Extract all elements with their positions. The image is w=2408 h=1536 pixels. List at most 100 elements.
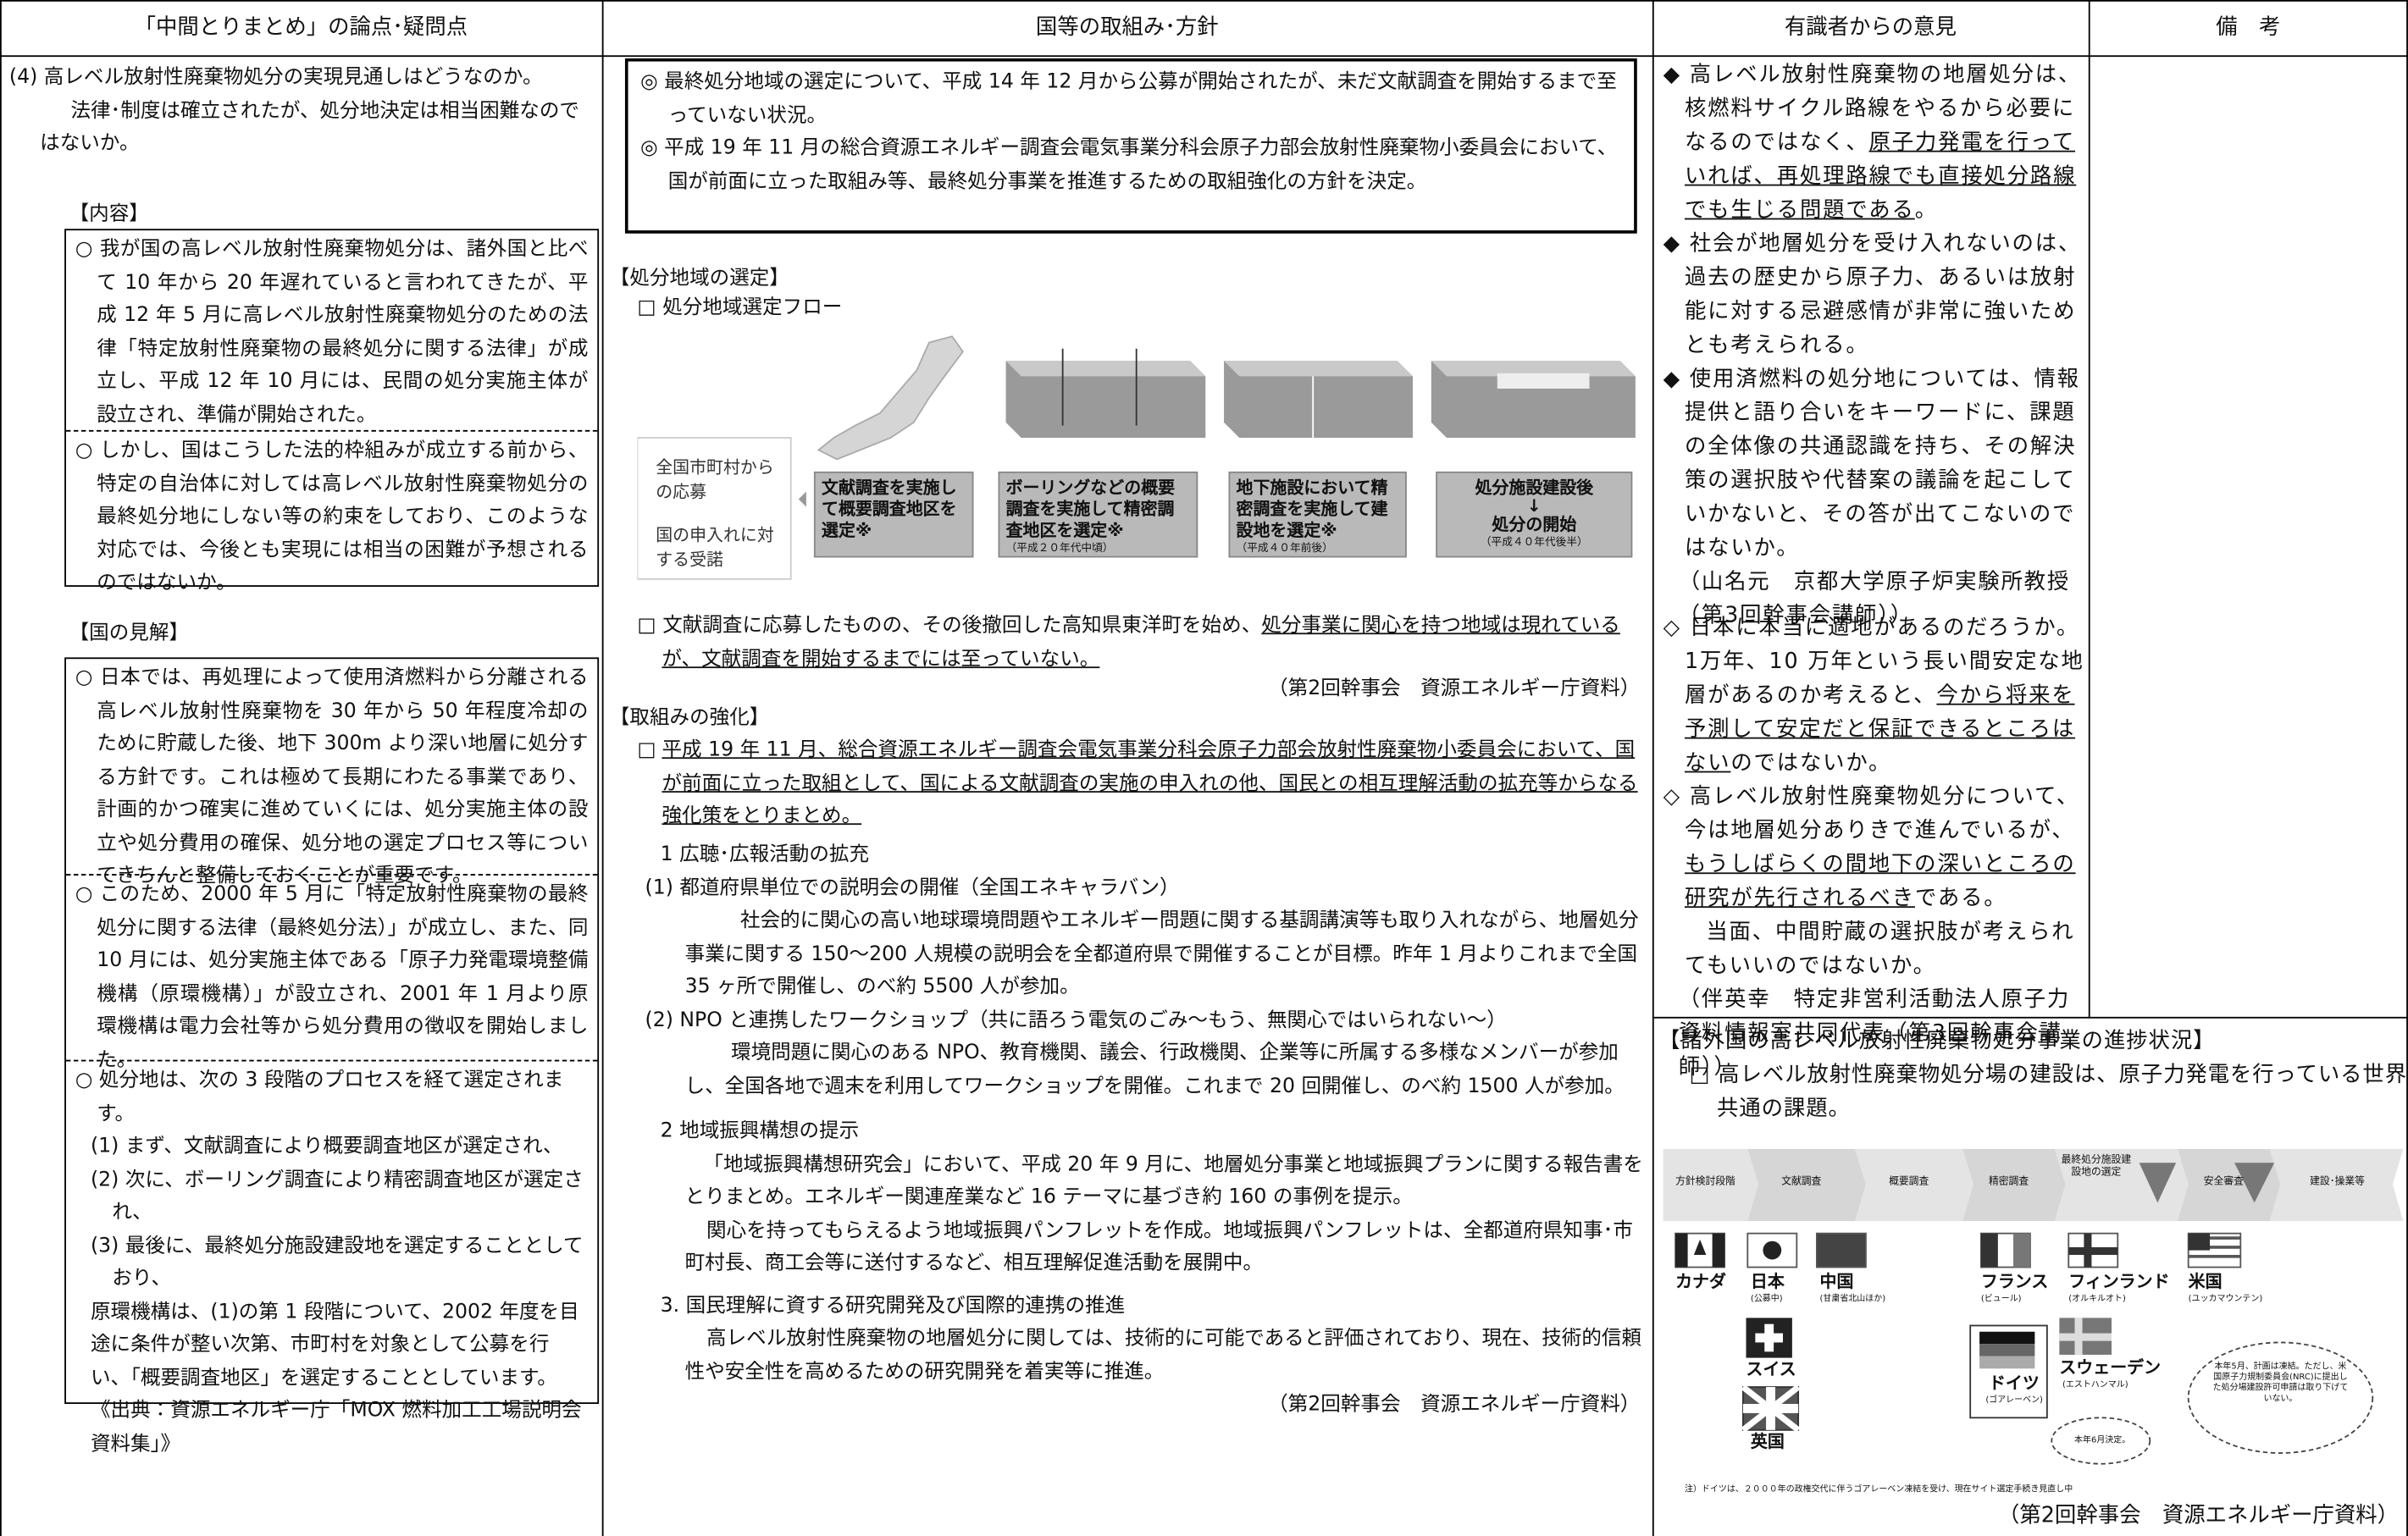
stage-label: 安全審査: [2203, 1174, 2244, 1188]
country-note: (公募中): [1750, 1295, 1783, 1305]
source: （第2回幹事会 資源エネルギー庁資料）: [1268, 1393, 1641, 1417]
flow-arrow: [798, 491, 806, 507]
flag-switzerland: [1746, 1318, 1792, 1358]
entry-frame: [637, 437, 792, 580]
border: [0, 0, 2408, 2]
country-name: フランス: [1980, 1271, 2049, 1292]
section-heading: 【国の見解】: [69, 622, 190, 645]
terrain-top: [1224, 361, 1414, 377]
item-text: 環境問題に関心のある NPO、教育機関、議会、行政機関、企業等に所属する多様なメ…: [684, 1041, 1625, 1098]
opinion: ◆ 社会が地層処分を受け入れないのは、過去の歴史から原子力、あるいは放射能に対す…: [1663, 227, 2086, 362]
section-title: 1 広聴･広報活動の拡充: [660, 843, 870, 867]
column-divider: [2088, 0, 2090, 1019]
process: ○ 処分地は、次の 3 段階のプロセスを経て選定されます。 (1) まず、文献調…: [65, 1059, 598, 1461]
stage-band: [1747, 1148, 1866, 1222]
opinion-text: である。: [1914, 886, 2007, 911]
flow-diagram: 全国市町村からの応募 国の申入れに対する受諾 文献調査を実施して概要調査地区を選…: [637, 330, 1636, 583]
stage-label: 精密調査: [1988, 1174, 2029, 1188]
flow-step-label: 処分の開始: [1492, 514, 1577, 535]
item-title: (1) 都道府県単位での説明会の開催（全国エネキャラバン）: [645, 876, 1180, 900]
flow-step-period: （平成２０年代中頃）: [1005, 542, 1114, 555]
country-note: (ゴアレーベン): [1985, 1395, 2043, 1406]
terrain: [1005, 361, 1206, 438]
flow-step-label: 地下施設において精密調査を実施して建設地を選定※: [1236, 478, 1388, 541]
issue-detail: 法律･制度は確立されたが、処分地決定は相当困難なのではないか。: [40, 99, 579, 156]
opinion-underlined: 今から将来を予測して安定だと保証できるところはない: [1684, 683, 2076, 776]
process-step: (1) まず、文献調査により概要調査地区が選定され、: [90, 1135, 563, 1158]
summary-item: ◎ 平成 19 年 11 月の総合資源エネルギー調査会電気事業分科会原子力部会放…: [640, 136, 1618, 193]
stage-label: 概要調査: [1889, 1174, 1929, 1188]
border: [2406, 0, 2408, 1536]
section-title: 2 地域振興構想の提示: [660, 1119, 860, 1143]
country-note: (オルキルオト): [2068, 1295, 2126, 1305]
issue: (4) 高レベル放射性廃棄物処分の実現見通しはどうなのか。 法律･制度は確立され…: [9, 62, 596, 161]
flow-step-period: （平成４０年前後）: [1236, 542, 1333, 555]
country-name: スイス: [1746, 1359, 1796, 1379]
country-name: 米国: [2188, 1271, 2223, 1292]
flow-step-label: 文献調査を実施して概要調査地区を選定※: [822, 478, 957, 541]
process-source: 《出典：資源エネルギー庁「MOX 燃料加工工場説明会資料集」》: [90, 1399, 582, 1456]
flag-finland: [2068, 1232, 2119, 1268]
status: □ 文献調査に応募したものの、その後撤回した高知県東洋町を始め、処分事業に関心を…: [637, 610, 1643, 676]
flow-step: 地下施設において精密調査を実施して建設地を選定※ （平成４０年前後）: [1228, 471, 1407, 558]
section-heading: 【取組みの強化】: [609, 706, 770, 730]
country-note: (ビュール): [1980, 1295, 2022, 1305]
stage-band: [2269, 1148, 2404, 1222]
summary-box: ◎ 最終処分地域の選定について、平成 14 年 12 月から公募が開始されたが、…: [624, 58, 1637, 234]
header-cell: 備 考: [2216, 15, 2281, 41]
opinions-yamana: ◆ 高レベル放射性廃棄物の地層処分は、核燃料サイクル路線をやるから必要になるので…: [1663, 58, 2086, 633]
process-step: (3) 最後に、最終処分施設建設地を選定することとしており、: [90, 1234, 584, 1290]
flag-china: [1815, 1232, 1867, 1268]
opinion-underlined: 原子力発電を行っていれば、再処理路線でも直接処分路線でも生じる問題である: [1684, 130, 2077, 224]
opinion-underlined: もうしばらくの間地下の深いところの研究が先行されるべき: [1684, 852, 2076, 911]
flow-step-arrow: ↓: [1526, 495, 1542, 517]
opinion: ◆ 使用済燃料の処分地については、情報提供と語り合いをキーワードに、課題の全体像…: [1663, 362, 2086, 565]
process-note: 原環機構は、(1)の第 1 段階について、2002 年度を目途に条件が整い次第、…: [90, 1300, 579, 1390]
country-name: ドイツ: [1988, 1373, 2040, 1394]
view-item: ○ 日本では、再処理によって使用済燃料から分離される高レベル放射性廃棄物を 30…: [75, 666, 589, 888]
section-paragraph: 関心を持ってもらえるよう地域振興パンフレットを作成。地域振興パンフレットは、全都…: [684, 1218, 1633, 1275]
section-title: 3. 国民理解に資する研究開発及び国際的連携の推進: [660, 1294, 1126, 1318]
column-divider: [1652, 0, 1654, 1536]
row-divider: [1652, 1016, 2408, 1019]
opinion-source: （山名元 京都大学原子炉実験所教授（第3回幹事会講師））: [1678, 569, 2071, 628]
flag-usa: [2187, 1232, 2242, 1268]
stage-label: 建設･操業等: [2310, 1174, 2365, 1188]
bubble: [2187, 1341, 2374, 1454]
item-title: (2) NPO と連携したワークショップ（共に語ろう電気のごみ～もう、無関心では…: [645, 1008, 1507, 1032]
flag-uk: [1741, 1384, 1801, 1433]
stage-marker: [2139, 1163, 2177, 1203]
view-box: ○ 日本では、再処理によって使用済燃料から分離される高レベル放射性廃棄物を 30…: [64, 657, 600, 1456]
view-item: ○ このため、2000 年 5 月に「特定放射性廃棄物の最終処分に関する法律（最…: [65, 874, 598, 1071]
opinion: ◇ 日本に本当に適地があるのだろうか。1万年、10 万年という長い間安定な地層が…: [1663, 611, 2086, 781]
source: （第2回幹事会 資源エネルギー庁資料）: [1268, 677, 1641, 701]
stage-label: 方針検討段階: [1675, 1174, 1735, 1188]
opinion-text: ◆ 高レベル放射性廃棄物の地層処分は、核燃料サイクル路線をやるから必要になるので…: [1663, 63, 2082, 156]
status-underlined: 処分事業に関心を持つ地域は現れているが、文献調査を開始するまでには至っていない。: [662, 614, 1620, 671]
process-step: (2) 次に、ボーリング調査により精密調査地区が選定され、: [90, 1168, 584, 1224]
stage-label: 文献調査: [1781, 1174, 1822, 1188]
opinion-text: ◆ 使用済燃料の処分地については、情報提供と語り合いをキーワードに、課題の全体像…: [1663, 367, 2080, 561]
terrain: [1224, 361, 1414, 438]
status-text: □ 文献調査に応募したものの、その後撤回した高知県東洋町を始め、: [637, 614, 1262, 638]
country-name: フィンランド: [2068, 1271, 2170, 1292]
stage-band: [1663, 1148, 1758, 1222]
country-note: (甘粛省北山ほか): [1819, 1295, 1886, 1305]
flow-title: □ 処分地域選定フロー: [637, 296, 843, 320]
stage-label: 最終処分施設建設地の選定: [2061, 1153, 2132, 1179]
opinion-text: のではないか。: [1730, 751, 1892, 776]
flow-step-period: （平成４０年代後半）: [1480, 536, 1588, 549]
stage-band: [1962, 1148, 2066, 1222]
country-name: スウェーデン: [2059, 1357, 2162, 1379]
country-name: 英国: [1750, 1431, 1785, 1452]
country-note: (ユッカマウンテン): [2188, 1295, 2263, 1305]
opinion-text: ◇ 日本に本当に適地があるのだろうか。1万年、10 万年という長い間安定な地層が…: [1663, 616, 2084, 709]
bubble: [2051, 1417, 2151, 1465]
opinion: ◆ 高レベル放射性廃棄物の地層処分は、核燃料サイクル路線をやるから必要になるので…: [1663, 58, 2086, 228]
flag-germany: [1979, 1331, 2035, 1369]
facility: [1497, 373, 1590, 389]
country-name: 日本: [1750, 1271, 1785, 1292]
content-box: ○ 我が国の高レベル放射性廃棄物処分は、諸外国と比べて 10 年から 20 年遅…: [64, 229, 600, 594]
opinion-text: ◆ 社会が地層処分を受け入れないのは、過去の歴史から原子力、あるいは放射能に対す…: [1663, 231, 2082, 358]
